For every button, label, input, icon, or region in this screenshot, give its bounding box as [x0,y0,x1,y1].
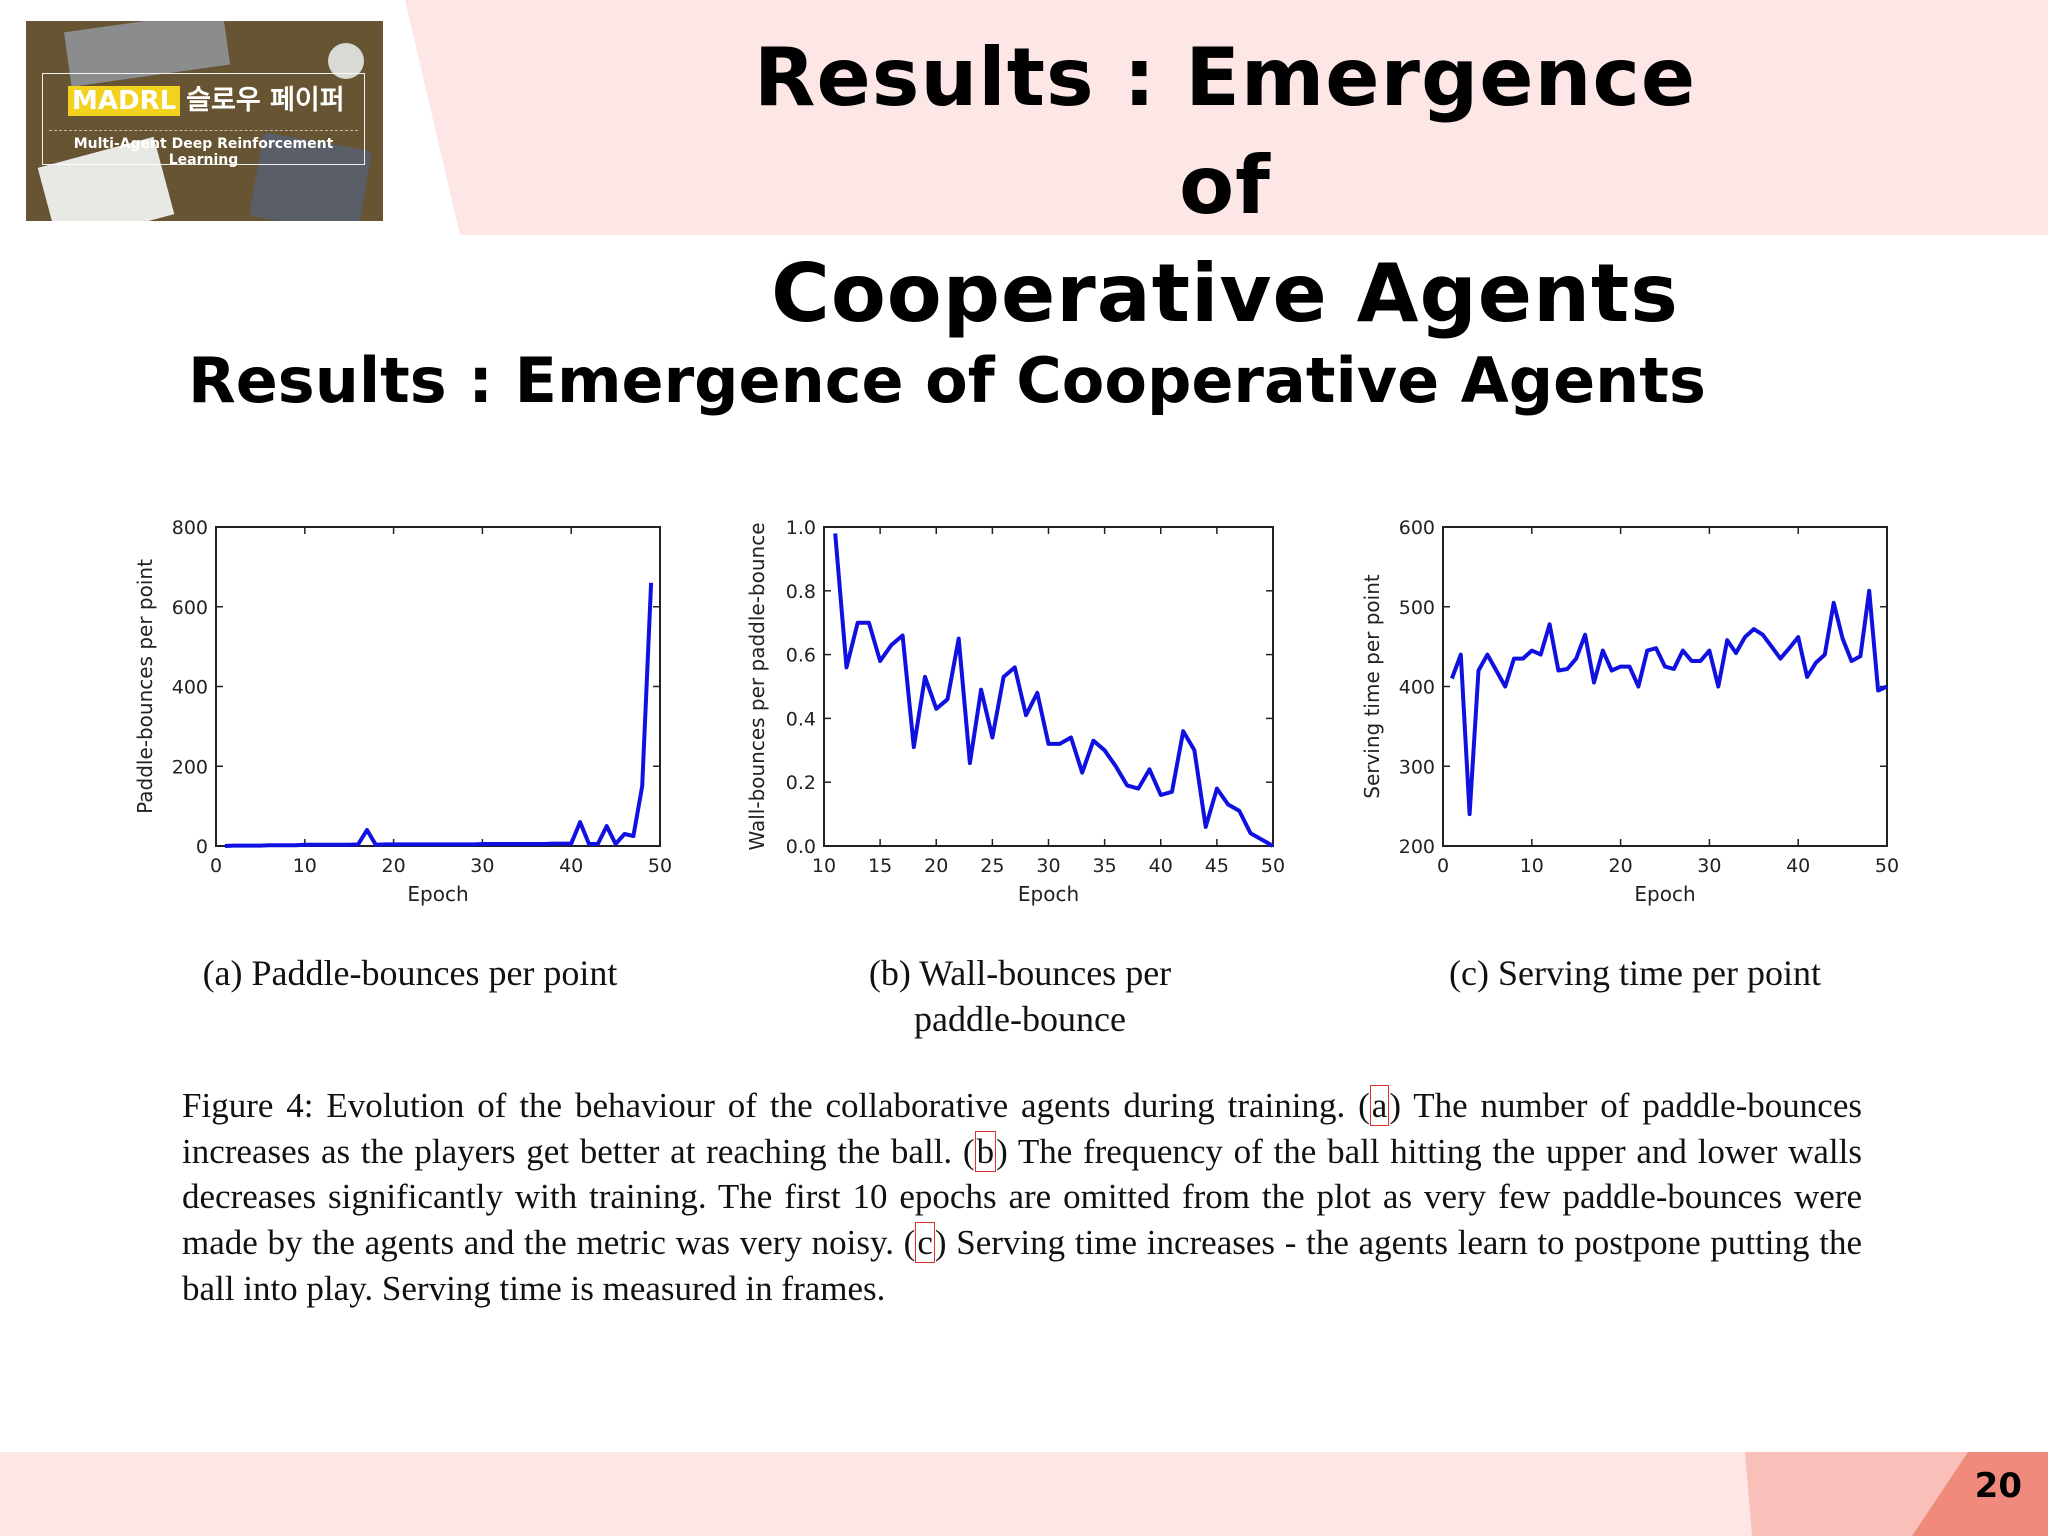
charts-area: 0 10 20 30 40 500200400600800EpochPaddle-boun… [133,517,1899,906]
subcaption-b-line1: (b) Wall-bounces per [868,953,1172,993]
x-tick-label: 40 [1786,855,1810,877]
x-tick-label: 30 [1036,855,1060,877]
x-tick-label: 20 [1609,855,1633,877]
y-tick-label: 0.0 [786,836,816,858]
subcaption-b: (b) Wall-bounces per paddle-bounce [770,950,1270,1042]
subcaption-a: (a) Paddle-bounces per point [202,953,618,993]
y-tick-label: 800 [172,517,208,539]
x-tick-label: 20 [924,855,948,877]
y-tick-label: 0.8 [786,581,816,603]
highlight-b: b [974,1130,997,1172]
x-tick-label: 20 [382,855,406,877]
logo-brand: MADRL [68,86,181,116]
x-tick-label: 10 [1520,855,1544,877]
logo-korean: 슬로우 페이퍼 [186,85,345,116]
chart-3-series-line [1450,588,1888,817]
x-tick-label: 0 [210,855,222,877]
x-tick-label: 40 [559,855,583,877]
subcaption-c: (c) Serving time per point [1449,953,1821,993]
logo-frame: MADRL 슬로우 페이퍼 Multi-Agent Deep Reinforce… [42,73,365,168]
x-tick-label: 50 [648,855,672,877]
y-tick-label: 1.0 [786,517,816,539]
x-tick-label: 30 [470,855,494,877]
x-tick-label: 50 [1875,855,1899,877]
x-tick-label: 35 [1093,855,1117,877]
x-tick-label: 45 [1205,855,1229,877]
logo: MADRL 슬로우 페이퍼 Multi-Agent Deep Reinforce… [26,21,383,221]
slide-title: Results : Emergence of Cooperative Agent… [188,344,1706,417]
y-tick-label: 300 [1399,756,1435,778]
y-tick-label: 600 [1399,517,1435,539]
chart-1-series-line [224,582,654,848]
x-tick-label: 10 [812,855,836,877]
figure-caption-part2: ) The number of paddle-bounces increases… [182,1086,1862,1171]
x-tick-label: 40 [1149,855,1173,877]
logo-desk-image [26,21,383,221]
highlight-a: a [1369,1085,1390,1126]
x-axis-label: Epoch [1018,882,1079,906]
y-tick-label: 0.2 [786,772,816,794]
figure-caption-part4: ) Serving time increases - the agents le… [182,1223,1862,1308]
y-tick-label: 0 [196,836,208,858]
header-title-line2: Cooperative Agents [771,247,1679,340]
x-axis-label: Epoch [407,882,468,906]
y-tick-label: 200 [172,756,208,778]
y-tick-label: 600 [172,597,208,619]
logo-subtitle: Multi-Agent Deep Reinforcement Learning [73,136,334,168]
x-tick-label: 50 [1261,855,1285,877]
header-title-line1: Results : Emergence of [753,31,1697,232]
highlight-c: c [915,1222,935,1264]
x-tick-label: 25 [980,855,1004,877]
y-axis-label: Serving time per point [1360,574,1384,799]
figure-caption: Figure 4: Evolution of the behaviour of … [182,1083,1862,1312]
y-tick-label: 0.6 [786,645,816,667]
header-title: Results : Emergence of Cooperative Agent… [700,24,1750,348]
chart-2-frame [823,526,1274,847]
x-tick-label: 0 [1437,855,1449,877]
y-tick-label: 400 [172,677,208,699]
subcaption-b-line2: paddle-bounce [914,999,1126,1039]
figure-caption-part1: Figure 4: Evolution of the behaviour of … [182,1086,1370,1125]
logo-separator [49,130,358,131]
x-tick-label: 30 [1697,855,1721,877]
y-tick-label: 500 [1399,597,1435,619]
y-axis-label: Paddle-bounces per point [133,559,157,814]
footer-band [0,1452,2048,1536]
y-axis-label: Wall-bounces per paddle-bounce [745,522,769,850]
page-number: 20 [1974,1466,2022,1506]
footer-accent-dark [1912,1452,2048,1536]
x-axis-label: Epoch [1634,882,1695,906]
x-tick-label: 10 [293,855,317,877]
chart-3-frame [1442,526,1888,847]
chart-2-series-line [833,533,1274,848]
y-tick-label: 200 [1399,836,1435,858]
chart-1-frame [215,526,661,847]
x-tick-label: 15 [868,855,892,877]
figure-caption-part3: ) The frequency of the ball hitting the … [182,1131,1862,1263]
y-tick-label: 0.4 [786,708,816,730]
y-tick-label: 400 [1399,677,1435,699]
